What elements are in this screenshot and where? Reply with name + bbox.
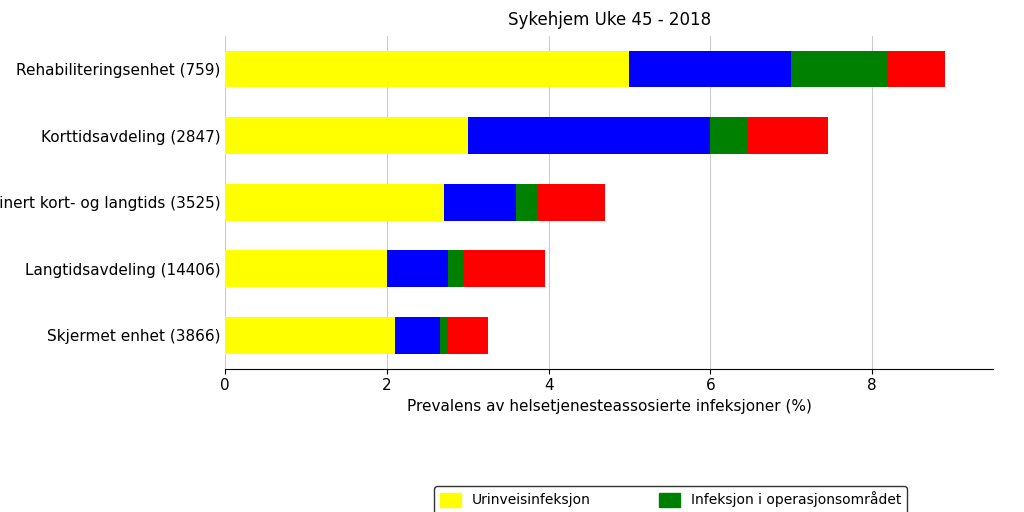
- Bar: [537, 184, 605, 221]
- Bar: [468, 117, 711, 154]
- Bar: [630, 51, 792, 88]
- Bar: [225, 51, 630, 88]
- Bar: [225, 250, 387, 287]
- Bar: [888, 51, 945, 88]
- Bar: [792, 51, 888, 88]
- Legend: Urinveisinfeksjon, Nedre luftveisinfeksjon, Infeksjon i operasjonsområdet, Hudin: Urinveisinfeksjon, Nedre luftveisinfeksj…: [434, 486, 907, 512]
- Bar: [447, 317, 488, 354]
- Bar: [225, 317, 395, 354]
- Bar: [746, 117, 827, 154]
- Title: Sykehjem Uke 45 - 2018: Sykehjem Uke 45 - 2018: [508, 11, 711, 29]
- Bar: [447, 250, 464, 287]
- X-axis label: Prevalens av helsetjenesteassosierte infeksjoner (%): Prevalens av helsetjenesteassosierte inf…: [407, 399, 812, 414]
- Bar: [225, 117, 468, 154]
- Bar: [439, 317, 447, 354]
- Bar: [516, 184, 537, 221]
- Bar: [711, 117, 746, 154]
- Bar: [395, 317, 439, 354]
- Bar: [443, 184, 516, 221]
- Bar: [225, 184, 443, 221]
- Bar: [387, 250, 447, 287]
- Bar: [464, 250, 545, 287]
